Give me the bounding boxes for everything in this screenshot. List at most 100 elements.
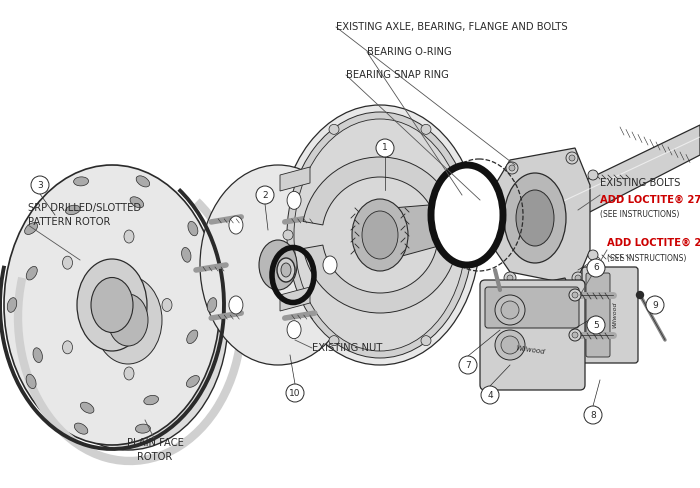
Text: (SEE INSTRUCTIONS): (SEE INSTRUCTIONS) xyxy=(600,210,680,220)
Ellipse shape xyxy=(352,199,408,271)
Circle shape xyxy=(31,176,49,194)
Text: Wilwood: Wilwood xyxy=(515,345,545,355)
Text: EXISTING AXLE, BEARING, FLANGE AND BOLTS: EXISTING AXLE, BEARING, FLANGE AND BOLTS xyxy=(336,22,568,32)
Text: EXISTING NUT: EXISTING NUT xyxy=(312,343,382,353)
Circle shape xyxy=(256,186,274,204)
Ellipse shape xyxy=(287,191,301,209)
Ellipse shape xyxy=(26,374,36,388)
Ellipse shape xyxy=(144,395,159,405)
Text: 2: 2 xyxy=(262,190,268,200)
Circle shape xyxy=(329,124,339,134)
Text: 8: 8 xyxy=(590,410,596,420)
Ellipse shape xyxy=(516,190,554,246)
Circle shape xyxy=(646,296,664,314)
Text: 4: 4 xyxy=(487,390,493,400)
Circle shape xyxy=(566,152,578,164)
Ellipse shape xyxy=(431,165,503,265)
Ellipse shape xyxy=(135,424,150,433)
Ellipse shape xyxy=(7,298,17,312)
Wedge shape xyxy=(303,157,457,225)
FancyBboxPatch shape xyxy=(586,273,610,357)
Ellipse shape xyxy=(229,216,243,234)
Ellipse shape xyxy=(187,330,198,344)
Circle shape xyxy=(569,329,581,341)
Ellipse shape xyxy=(207,298,217,312)
Ellipse shape xyxy=(91,278,133,332)
Circle shape xyxy=(587,259,605,277)
Circle shape xyxy=(541,338,555,352)
Text: PLAIN FACE
ROTOR: PLAIN FACE ROTOR xyxy=(127,438,183,462)
Polygon shape xyxy=(515,278,572,368)
Text: BEARING SNAP RING: BEARING SNAP RING xyxy=(346,70,449,80)
Ellipse shape xyxy=(80,402,94,413)
Text: (SEE INSTRUCTIONS): (SEE INSTRUCTIONS) xyxy=(607,253,687,263)
Ellipse shape xyxy=(287,321,301,339)
FancyBboxPatch shape xyxy=(485,287,579,328)
Ellipse shape xyxy=(504,173,566,263)
Circle shape xyxy=(421,124,431,134)
Circle shape xyxy=(481,386,499,404)
Ellipse shape xyxy=(74,177,89,186)
Circle shape xyxy=(541,298,555,312)
Ellipse shape xyxy=(136,176,150,187)
Ellipse shape xyxy=(62,256,73,269)
Ellipse shape xyxy=(108,294,148,346)
Ellipse shape xyxy=(94,276,162,364)
Text: ADD LOCTITE® 271: ADD LOCTITE® 271 xyxy=(600,195,700,205)
Circle shape xyxy=(283,230,293,240)
Ellipse shape xyxy=(124,367,134,380)
Text: 7: 7 xyxy=(465,361,471,369)
Ellipse shape xyxy=(186,376,200,387)
Polygon shape xyxy=(280,287,310,311)
Text: SRP DRILLED/SLOTTED
PATTERN ROTOR: SRP DRILLED/SLOTTED PATTERN ROTOR xyxy=(28,203,141,227)
Circle shape xyxy=(507,275,513,281)
Ellipse shape xyxy=(28,190,228,450)
Circle shape xyxy=(286,384,304,402)
Ellipse shape xyxy=(280,105,480,365)
Ellipse shape xyxy=(124,230,134,243)
Circle shape xyxy=(636,291,643,299)
Ellipse shape xyxy=(259,240,297,290)
FancyBboxPatch shape xyxy=(582,267,638,363)
Ellipse shape xyxy=(287,112,473,358)
Circle shape xyxy=(572,332,578,338)
Circle shape xyxy=(587,316,605,334)
Ellipse shape xyxy=(33,348,43,363)
Circle shape xyxy=(584,406,602,424)
Circle shape xyxy=(569,155,575,161)
Text: 6: 6 xyxy=(593,264,599,272)
Circle shape xyxy=(588,170,598,180)
Circle shape xyxy=(421,336,431,346)
Circle shape xyxy=(569,289,581,301)
Polygon shape xyxy=(495,148,590,285)
Text: ADD LOCTITE® 271: ADD LOCTITE® 271 xyxy=(607,238,700,248)
Ellipse shape xyxy=(323,256,337,274)
Ellipse shape xyxy=(200,165,356,365)
Text: 9: 9 xyxy=(652,301,658,309)
Text: 1: 1 xyxy=(382,143,388,152)
Circle shape xyxy=(509,165,515,171)
Circle shape xyxy=(501,301,519,319)
Circle shape xyxy=(588,250,598,260)
Polygon shape xyxy=(555,125,700,230)
Polygon shape xyxy=(380,200,490,262)
Ellipse shape xyxy=(188,222,198,236)
Ellipse shape xyxy=(4,165,220,445)
Ellipse shape xyxy=(74,423,88,434)
Ellipse shape xyxy=(294,119,466,351)
Circle shape xyxy=(495,295,525,325)
Ellipse shape xyxy=(26,266,37,280)
Text: 10: 10 xyxy=(289,388,301,398)
Ellipse shape xyxy=(77,259,147,351)
Ellipse shape xyxy=(438,174,496,256)
Text: EXISTING BOLTS: EXISTING BOLTS xyxy=(600,178,680,188)
Ellipse shape xyxy=(277,258,295,282)
Circle shape xyxy=(504,272,516,284)
Text: 3: 3 xyxy=(37,181,43,189)
Circle shape xyxy=(572,272,584,284)
Polygon shape xyxy=(280,167,310,191)
Wedge shape xyxy=(303,245,457,313)
FancyBboxPatch shape xyxy=(480,280,585,390)
Ellipse shape xyxy=(281,263,291,277)
Ellipse shape xyxy=(362,211,398,259)
